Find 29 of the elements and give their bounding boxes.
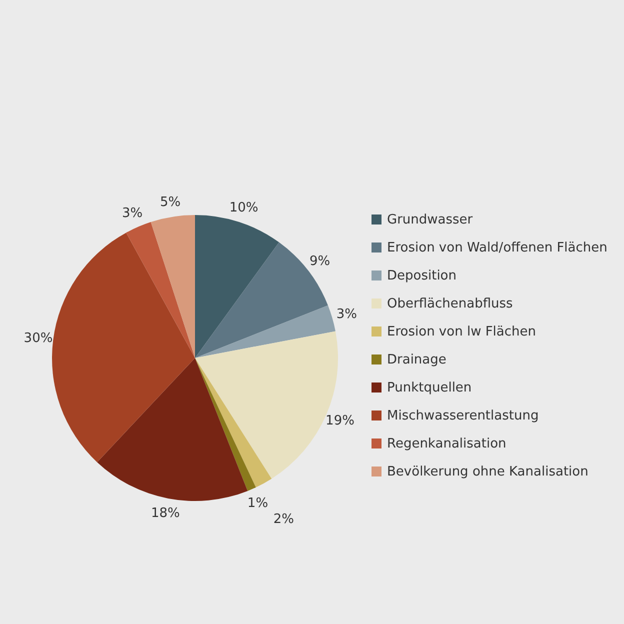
pie-slice xyxy=(195,305,336,358)
legend-label: Mischwasserentlastung xyxy=(387,408,539,424)
data-label: 18% xyxy=(150,506,180,522)
pie-slice xyxy=(52,232,195,462)
data-label: 30% xyxy=(24,331,53,346)
data-label: 2% xyxy=(273,512,294,528)
pie-slice xyxy=(195,215,280,358)
data-label: 5% xyxy=(160,194,181,210)
data-label: 3% xyxy=(336,306,358,322)
pie-slice xyxy=(150,215,195,358)
legend-label: Deposition xyxy=(387,268,457,284)
legend-label: Regenkanalisation xyxy=(387,436,506,452)
data-label: 10% xyxy=(229,200,258,216)
legend-label: Grundwasser xyxy=(387,212,474,228)
data-label: 9% xyxy=(310,254,330,270)
pie-slice xyxy=(195,242,328,358)
legend-label: Bevölkerung ohne Kanalisation xyxy=(387,464,588,480)
pie-slice xyxy=(97,358,248,501)
pie-slice xyxy=(195,358,256,491)
legend-label: Oberflächenabfluss xyxy=(387,296,514,312)
data-label: 1% xyxy=(247,496,268,512)
data-label: 3% xyxy=(122,206,143,221)
legend-label: Punktquellen xyxy=(387,380,472,396)
legend-label: Drainage xyxy=(387,352,446,368)
data-label: 19% xyxy=(326,414,354,429)
pie-slice xyxy=(195,358,272,488)
legend-label: Erosion von Wald/offenen Flächen xyxy=(387,240,608,256)
pie-slice xyxy=(126,222,195,358)
legend-label: Erosion von lw Flächen xyxy=(387,324,536,340)
